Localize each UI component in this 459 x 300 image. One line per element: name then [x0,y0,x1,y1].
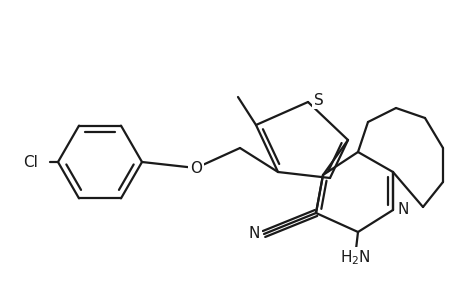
Text: H$_2$N: H$_2$N [339,249,369,267]
Text: N: N [397,202,409,217]
Text: S: S [313,92,323,107]
Text: N: N [248,226,259,242]
Text: O: O [190,160,202,175]
Text: Cl: Cl [23,154,38,169]
